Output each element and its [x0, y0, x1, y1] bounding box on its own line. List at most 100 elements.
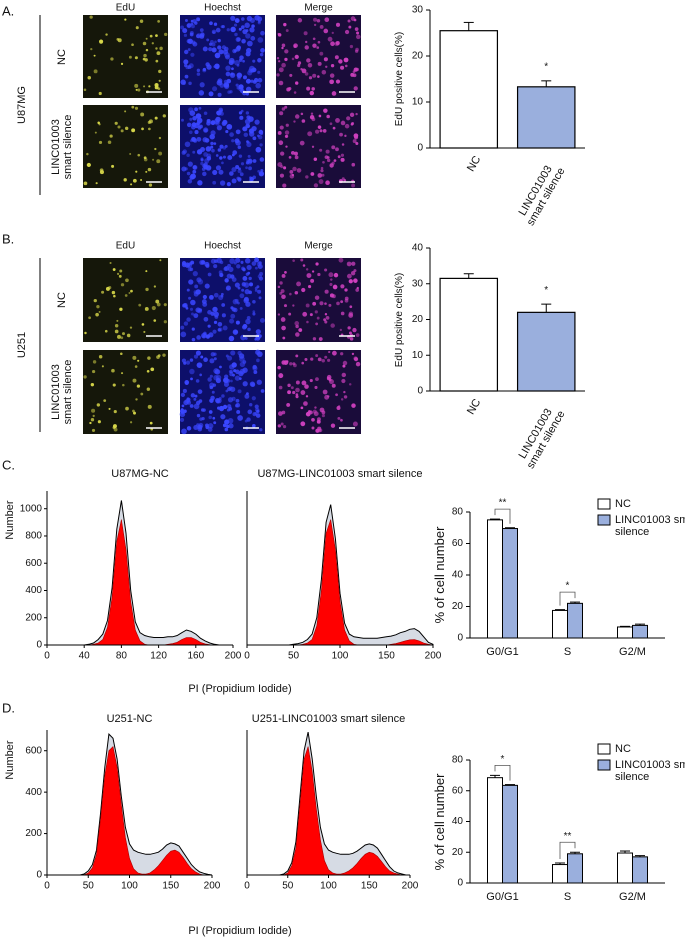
cell-nucleus — [324, 320, 328, 324]
cell-nucleus — [163, 303, 167, 307]
cell-nucleus — [255, 407, 260, 413]
cell-nucleus — [289, 170, 294, 174]
cell-nucleus — [211, 47, 217, 53]
cell-nucleus — [260, 30, 265, 36]
cell-nucleus — [109, 134, 113, 138]
x-tick-label: 0 — [44, 881, 50, 892]
cell-nucleus — [145, 48, 149, 52]
cell-nucleus — [181, 118, 184, 122]
cell-nucleus — [181, 150, 186, 155]
cell-nucleus — [310, 112, 314, 115]
cell-nucleus — [223, 266, 228, 272]
cell-nucleus — [285, 123, 289, 127]
cell-nucleus — [305, 395, 309, 398]
cell-nucleus — [220, 414, 226, 420]
cell-nucleus — [212, 416, 216, 420]
cell-nucleus — [213, 421, 217, 425]
cell-nucleus — [251, 67, 257, 73]
cell-nucleus — [218, 327, 223, 332]
cell-nucleus — [214, 40, 217, 44]
cell-nucleus — [83, 181, 88, 186]
cell-nucleus — [193, 291, 199, 297]
cell-nucleus — [186, 122, 192, 128]
cell-nucleus — [128, 55, 132, 59]
cell-nucleus — [324, 17, 330, 23]
cell-nucleus — [352, 139, 357, 144]
cell-nucleus — [235, 83, 239, 87]
cell-nucleus — [241, 25, 245, 29]
cell-nucleus — [92, 414, 95, 418]
cell-nucleus — [289, 362, 293, 366]
cell-nucleus — [111, 290, 116, 295]
cell-nucleus — [331, 31, 334, 35]
cell-nucleus — [290, 386, 294, 390]
legend-swatch — [597, 759, 611, 771]
cell-nucleus — [216, 398, 222, 404]
cell-nucleus — [330, 41, 335, 47]
cell-nucleus — [329, 122, 333, 126]
cell-nucleus — [143, 330, 146, 333]
cell-nucleus — [213, 65, 217, 69]
y-tick-label: 200 — [25, 828, 42, 839]
cell-nucleus — [235, 320, 240, 325]
cell-nucleus — [277, 365, 281, 370]
cell-nucleus — [254, 411, 258, 416]
cell-nucleus — [228, 370, 232, 374]
cell-nucleus — [181, 411, 185, 415]
cell-nucleus — [322, 160, 325, 164]
cell-nucleus — [242, 381, 248, 387]
cell-nucleus — [209, 294, 214, 300]
cell-nucleus — [158, 136, 162, 140]
cell-nucleus — [329, 163, 334, 168]
histogram-fit — [80, 745, 212, 876]
cell-nucleus — [144, 307, 149, 311]
cell-nucleus — [206, 118, 211, 124]
cell-nucleus — [87, 76, 91, 80]
cell-nucleus — [200, 161, 204, 166]
cell-nucleus — [187, 179, 193, 184]
cell-nucleus — [108, 407, 111, 410]
cell-nucleus — [159, 259, 162, 262]
cell-nucleus — [296, 168, 302, 173]
cell-nucleus — [157, 19, 160, 23]
cell-nucleus — [251, 261, 257, 266]
cell-nucleus — [252, 299, 256, 304]
cell-nucleus — [313, 183, 319, 188]
cell-nucleus — [307, 63, 313, 68]
cell-nucleus — [162, 114, 166, 118]
cell-nucleus — [132, 178, 137, 183]
cell-nucleus — [118, 274, 122, 278]
cell-nucleus — [355, 333, 360, 337]
cell-nucleus — [192, 164, 198, 171]
cell-nucleus — [196, 413, 201, 418]
cell-nucleus — [95, 312, 99, 317]
cell-nucleus — [258, 129, 264, 135]
cell-nucleus — [247, 409, 253, 415]
cell-nucleus — [260, 172, 264, 176]
bar — [632, 624, 648, 639]
cell-nucleus — [247, 271, 251, 275]
cell-nucleus — [348, 383, 352, 386]
cell-nucleus — [229, 318, 235, 324]
cell-nucleus — [131, 105, 135, 109]
cell-nucleus — [149, 421, 153, 425]
cell-nucleus — [340, 311, 345, 316]
panel-letter: C. — [2, 457, 15, 472]
cell-nucleus — [184, 19, 188, 22]
panel-letter: B. — [2, 231, 14, 246]
cell-nucleus — [245, 318, 251, 325]
cell-nucleus — [333, 272, 339, 278]
cell-nucleus — [305, 175, 309, 179]
cell-nucleus — [254, 119, 260, 125]
cell-nucleus — [195, 307, 201, 313]
cell-nucleus — [219, 144, 224, 149]
cell-nucleus — [281, 62, 286, 68]
cell-nucleus — [300, 406, 304, 410]
bar — [552, 864, 568, 884]
cell-nucleus — [245, 392, 249, 396]
cell-nucleus — [243, 323, 247, 328]
y-tick-label: 10 — [412, 97, 424, 108]
cell-nucleus — [252, 59, 256, 63]
significance-bracket — [559, 591, 576, 606]
cell-nucleus — [182, 28, 188, 34]
